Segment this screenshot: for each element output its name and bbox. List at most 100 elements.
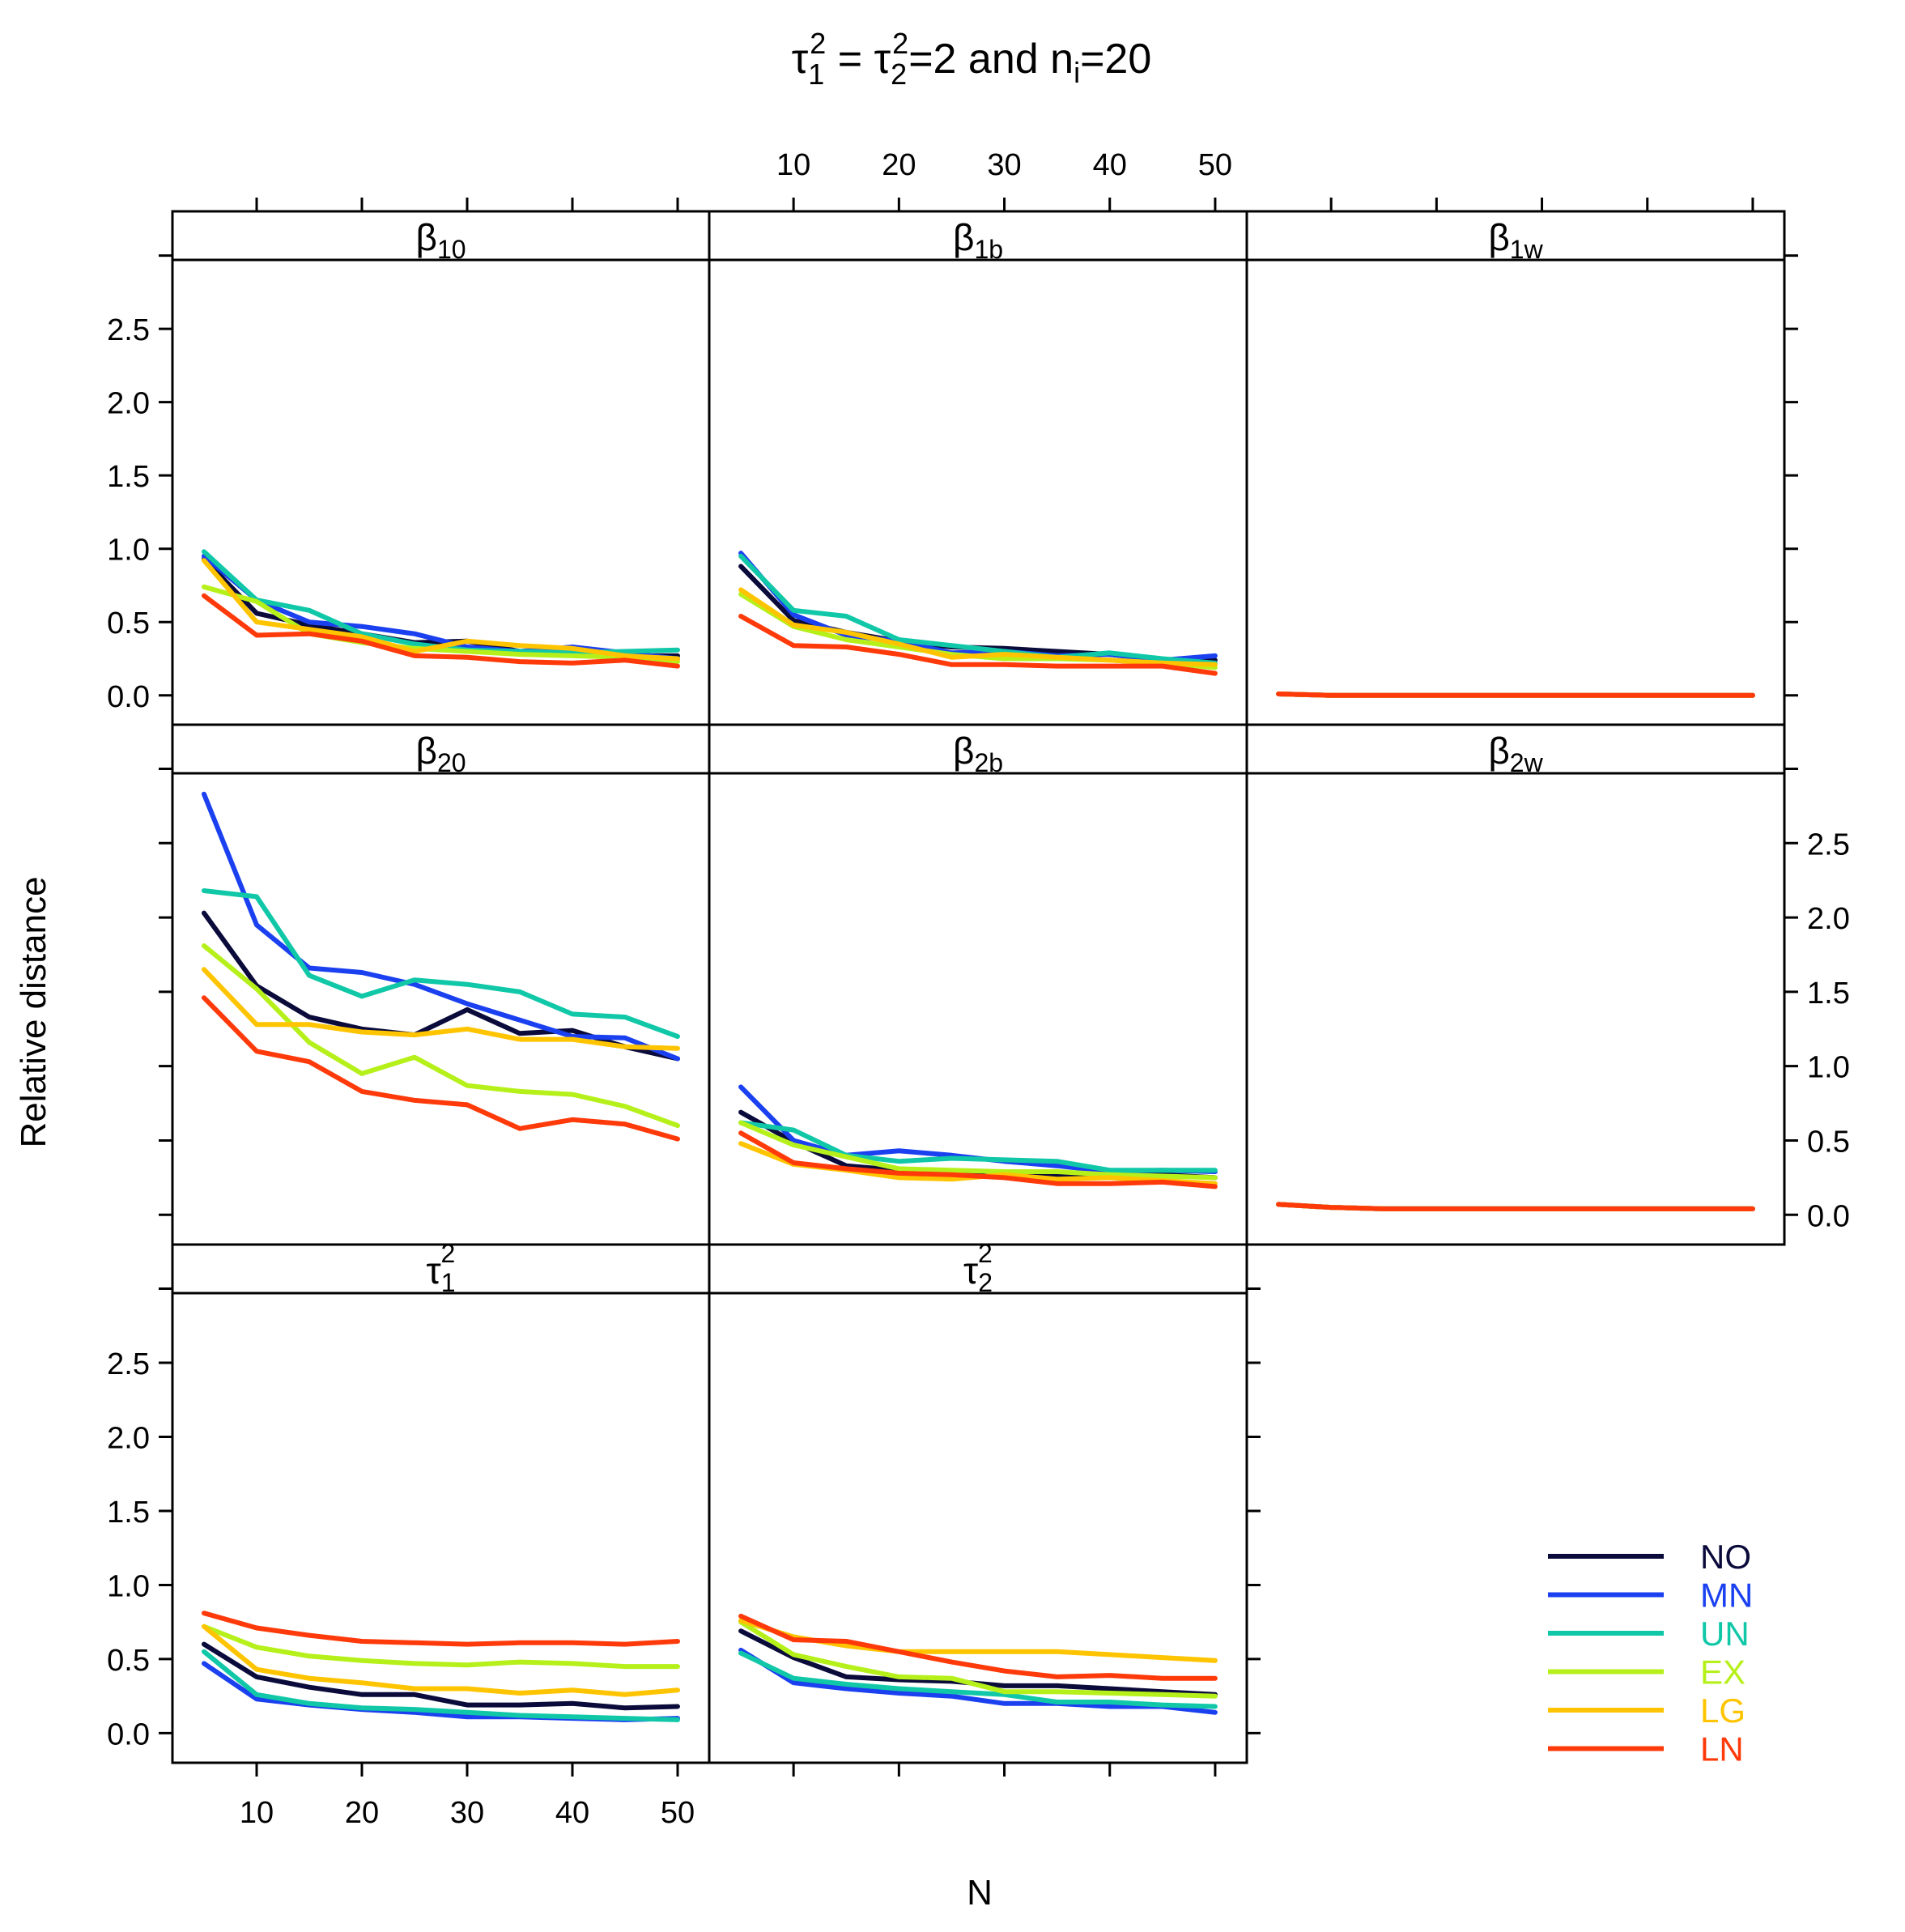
legend-label-un: UN bbox=[1700, 1615, 1750, 1653]
series-line-mn bbox=[202, 791, 680, 1062]
panel-t2: τ22 bbox=[708, 1239, 1248, 1764]
panel-b10: β10 bbox=[171, 210, 711, 726]
title-n-sub: i bbox=[1074, 56, 1080, 89]
legend-label-ln: LN bbox=[1700, 1730, 1744, 1768]
panel-frame bbox=[171, 1243, 711, 1764]
strip-symbol: β bbox=[415, 730, 436, 772]
strip-subscript: 2b bbox=[974, 748, 1003, 777]
y-tick-label: 0.0 bbox=[1807, 1199, 1850, 1233]
series-line-ln bbox=[1276, 692, 1755, 698]
axes-group: 0.0 0.5 1.0 1.5 2.0 2.5 0.0 0.5 1.0 1.5 2.0 2.5 0.0 0… bbox=[107, 148, 1850, 1830]
strip-symbol: β bbox=[1488, 730, 1509, 772]
panel-frame bbox=[708, 210, 1248, 726]
panel-b2b: β2b bbox=[708, 723, 1248, 1246]
strip-subscript: 1b bbox=[974, 235, 1003, 264]
x-axis-label: N bbox=[967, 1873, 993, 1913]
panel-frame bbox=[171, 723, 711, 1246]
strip-label-t2: τ22 bbox=[963, 1239, 993, 1297]
strip-subscript: 10 bbox=[437, 235, 466, 264]
strip-label-b10: β10 bbox=[415, 216, 466, 264]
title-rest-end: =20 bbox=[1080, 36, 1151, 83]
title-tau2-sup: 2 bbox=[892, 27, 908, 60]
y-tick-label: 1.0 bbox=[107, 534, 150, 568]
y-tick-label: 0.5 bbox=[107, 606, 150, 640]
series-line-un bbox=[202, 1649, 680, 1722]
y-tick-label: 2.0 bbox=[107, 1421, 150, 1455]
y-tick-label: 0.0 bbox=[107, 680, 150, 714]
panel-b20: β20 bbox=[171, 723, 711, 1246]
x-tick-label: 30 bbox=[987, 148, 1021, 182]
panel-t1: τ12 bbox=[171, 1239, 711, 1764]
series-line-ln bbox=[1276, 1202, 1755, 1211]
panel-frame bbox=[708, 723, 1248, 1246]
strip-label-b20: β20 bbox=[415, 730, 466, 777]
strip-subscript: 1w bbox=[1510, 235, 1544, 264]
x-tick-label: 10 bbox=[776, 148, 810, 182]
series-line-un bbox=[738, 553, 1218, 666]
x-tick-label: 20 bbox=[882, 148, 916, 182]
y-tick-label: 2.5 bbox=[107, 313, 150, 347]
y-tick-label: 1.0 bbox=[107, 1569, 150, 1603]
y-tick-label: 1.5 bbox=[1807, 977, 1850, 1011]
series-line-ex bbox=[202, 584, 680, 665]
series-line-ln bbox=[738, 1130, 1218, 1189]
series-line-ex bbox=[202, 943, 680, 1129]
y-tick-label: 2.5 bbox=[1807, 828, 1850, 862]
legend-label-no: NO bbox=[1700, 1538, 1751, 1576]
series-line-ex bbox=[738, 1120, 1218, 1181]
strip-superscript: 2 bbox=[440, 1239, 455, 1268]
chart-title: τ12 = τ22=2 and ni=20 bbox=[792, 27, 1152, 91]
series-line-un bbox=[738, 1120, 1218, 1173]
y-tick-label: 2.5 bbox=[107, 1347, 150, 1381]
series-line-ex bbox=[202, 1623, 680, 1670]
x-tick-label: 20 bbox=[345, 1796, 379, 1830]
strip-subscript: 2w bbox=[1510, 748, 1544, 777]
panel-frame bbox=[1245, 210, 1786, 726]
series-line-ln bbox=[202, 995, 680, 1142]
series-line-ln bbox=[738, 614, 1218, 676]
y-tick-label: 2.0 bbox=[1807, 902, 1850, 936]
strip-symbol: β bbox=[953, 216, 974, 258]
x-tick-label: 40 bbox=[555, 1796, 589, 1830]
y-tick-label: 0.5 bbox=[107, 1644, 150, 1678]
panel-b2w: β2w bbox=[1245, 723, 1786, 1246]
y-tick-label: 0.0 bbox=[107, 1717, 150, 1751]
panel-b1b: β1b bbox=[708, 210, 1248, 726]
strip-symbol: β bbox=[1488, 216, 1509, 258]
strip-label-b2w: β2w bbox=[1488, 730, 1543, 777]
series-line-no bbox=[202, 1641, 680, 1711]
title-tau1: τ bbox=[792, 36, 809, 83]
series-line-un bbox=[202, 888, 680, 1039]
strip-label-b1b: β1b bbox=[953, 216, 1003, 264]
legend-label-mn: MN bbox=[1700, 1577, 1753, 1615]
strip-subscript: 1 bbox=[441, 1268, 456, 1297]
legend-label-ex: EX bbox=[1700, 1653, 1746, 1692]
x-tick-label: 10 bbox=[240, 1796, 274, 1830]
title-tau1-sup: 2 bbox=[810, 27, 826, 60]
series-line-ln bbox=[738, 1613, 1218, 1681]
y-tick-label: 2.0 bbox=[107, 387, 150, 421]
title-tau2-sub: 2 bbox=[891, 57, 907, 91]
series-line-lg bbox=[738, 587, 1218, 667]
y-tick-label: 1.5 bbox=[107, 1496, 150, 1530]
strip-label-b1w: β1w bbox=[1488, 216, 1543, 264]
title-tau1-sub: 1 bbox=[808, 57, 824, 91]
strip-superscript: 2 bbox=[978, 1239, 993, 1268]
y-tick-label: 0.5 bbox=[1807, 1125, 1850, 1159]
strip-symbol: τ bbox=[427, 1249, 441, 1292]
strip-subscript: 2 bbox=[978, 1268, 993, 1297]
panel-frame bbox=[1245, 723, 1786, 1246]
x-tick-label: 50 bbox=[1198, 148, 1232, 182]
title-tau2: τ bbox=[874, 36, 891, 83]
strip-label-b2b: β2b bbox=[953, 730, 1003, 777]
strip-symbol: τ bbox=[963, 1249, 978, 1292]
y-tick-label: 1.5 bbox=[107, 460, 150, 494]
y-tick-label: 1.0 bbox=[1807, 1051, 1850, 1085]
panel-b1w: β1w bbox=[1245, 210, 1786, 726]
series-line-lg bbox=[202, 558, 680, 662]
y-axis-label: Relative distance bbox=[14, 876, 53, 1147]
strip-symbol: β bbox=[953, 730, 974, 772]
